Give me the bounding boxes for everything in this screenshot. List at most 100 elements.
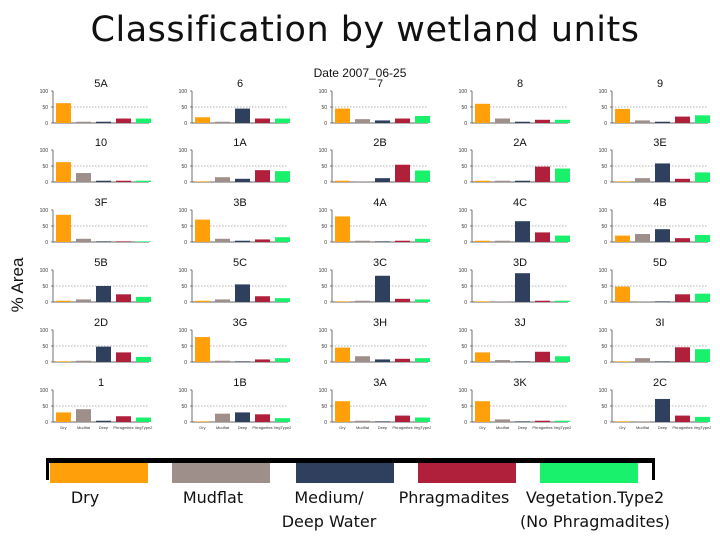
bar-phragmites: [255, 414, 270, 422]
y-tick-label: 100: [599, 89, 608, 95]
panel-title: 2B: [373, 137, 386, 149]
bar-dry: [195, 219, 210, 242]
bar-phragmites: [675, 347, 690, 362]
bar-mudflat: [355, 420, 370, 422]
panel-title: 5C: [233, 257, 247, 269]
y-tick-label: 50: [321, 404, 327, 410]
y-tick-label: 0: [184, 240, 187, 246]
y-tick-label: 100: [459, 208, 468, 214]
y-tick-label: 50: [601, 224, 607, 230]
y-tick-label: 100: [40, 388, 49, 394]
x-tick-label: Deep: [658, 425, 668, 430]
y-tick-label: 50: [321, 224, 327, 230]
bar-deep: [235, 108, 250, 123]
y-tick-label: 0: [604, 300, 607, 306]
x-tick-label: Mudflat: [356, 425, 370, 430]
x-tick-label: Mudflat: [496, 425, 510, 430]
y-tick-label: 50: [321, 284, 327, 290]
y-tick-label: 0: [464, 240, 467, 246]
y-tick-label: 100: [179, 208, 188, 214]
bar-deep: [515, 273, 530, 302]
legend-label: Mudflat: [133, 486, 293, 510]
y-tick-label: 0: [464, 420, 467, 426]
y-tick-label: 0: [45, 240, 48, 246]
legend-frame-left: [46, 458, 49, 480]
x-tick-label: Deep: [99, 425, 109, 430]
bar-dry: [56, 412, 71, 422]
bar-mudflat: [215, 299, 230, 302]
y-tick-label: 50: [461, 344, 467, 350]
y-tick-label: 0: [184, 300, 187, 306]
legend-label-line: Phragmadites: [398, 488, 510, 507]
bar-dry: [335, 108, 350, 123]
y-tick-label: 0: [324, 420, 327, 426]
panel-title: 2C: [653, 377, 667, 389]
panel-title: 4B: [653, 197, 666, 209]
bar-dry: [56, 103, 71, 123]
panel-title: 8: [517, 78, 523, 90]
bar-dry: [56, 361, 71, 362]
panel-title: 10: [95, 137, 107, 149]
legend-swatch: [172, 463, 270, 483]
date-label: Date 2007_06-25: [314, 66, 407, 80]
bar-mudflat: [76, 121, 91, 123]
panel-title: 1B: [233, 377, 246, 389]
bar-deep: [515, 121, 530, 123]
bar-mudflat: [355, 181, 370, 182]
y-tick-label: 100: [40, 268, 49, 274]
bar-phragmites: [395, 358, 410, 362]
y-tick-label: 50: [181, 224, 187, 230]
y-tick-label: 0: [184, 360, 187, 366]
legend-swatch: [296, 463, 394, 483]
bar-mudflat: [76, 409, 91, 422]
panel-title: 3C: [373, 257, 387, 269]
bar-vegtype2: [275, 118, 290, 123]
bar-mudflat: [355, 300, 370, 302]
bar-mudflat: [495, 360, 510, 362]
bar-mudflat: [215, 238, 230, 242]
bar-phragmites: [255, 296, 270, 302]
panel-title: 3D: [513, 257, 527, 269]
bar-dry: [195, 300, 210, 302]
bar-dry: [615, 361, 630, 362]
y-tick-label: 0: [324, 300, 327, 306]
bar-deep: [96, 420, 111, 422]
y-tick-label: 0: [45, 121, 48, 127]
bar-vegtype2: [275, 171, 290, 182]
y-tick-label: 100: [179, 148, 188, 154]
y-tick-label: 100: [40, 148, 49, 154]
bar-vegtype2: [555, 119, 570, 123]
x-tick-label: VegType2: [414, 425, 433, 430]
legend-frame-right: [652, 458, 655, 480]
panel-title: 3E: [653, 137, 666, 149]
y-tick-label: 50: [321, 164, 327, 170]
bar-dry: [335, 347, 350, 362]
y-axis-label: % Area: [8, 257, 27, 312]
y-tick-label: 100: [40, 328, 49, 334]
bar-phragmites: [116, 352, 131, 362]
bar-deep: [655, 301, 670, 302]
bar-dry: [615, 108, 630, 123]
bar-vegtype2: [415, 358, 430, 362]
y-tick-label: 100: [459, 89, 468, 95]
bar-phragmites: [535, 166, 550, 182]
bar-vegtype2: [695, 416, 710, 422]
bar-mudflat: [355, 356, 370, 362]
y-tick-label: 50: [181, 164, 187, 170]
bar-mudflat: [495, 180, 510, 182]
bar-vegtype2: [415, 417, 430, 422]
bar-deep: [655, 398, 670, 422]
bar-dry: [56, 214, 71, 242]
bar-deep: [655, 229, 670, 242]
y-tick-label: 50: [601, 404, 607, 410]
bar-dry: [335, 216, 350, 242]
y-tick-label: 100: [319, 89, 328, 95]
panel-title: 6: [237, 78, 243, 90]
bar-phragmites: [675, 178, 690, 182]
bar-dry: [475, 103, 490, 123]
y-tick-label: 0: [604, 121, 607, 127]
bar-deep: [96, 121, 111, 123]
bar-deep: [235, 284, 250, 302]
panel-title: 2D: [94, 317, 108, 329]
y-tick-label: 100: [40, 89, 49, 95]
